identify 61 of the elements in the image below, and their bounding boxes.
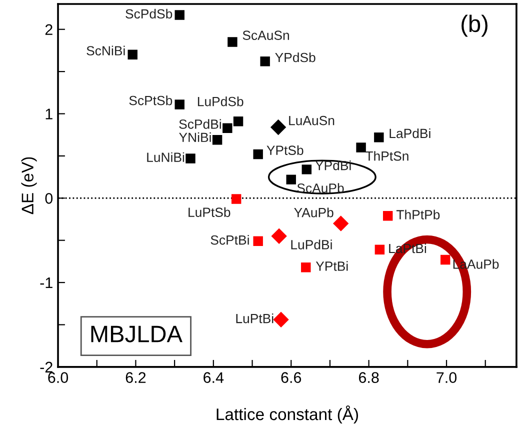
- point: [212, 135, 222, 145]
- point: [356, 142, 366, 152]
- point: [374, 132, 384, 142]
- annotation: ScNiBi: [86, 46, 125, 56]
- point: [374, 244, 385, 254]
- annotation: LuPdSb: [198, 96, 244, 106]
- annotation: ScPdBi: [179, 119, 221, 129]
- point: [382, 210, 393, 221]
- x-tick-label: 6.8: [358, 372, 379, 383]
- annotation: YPdSb: [275, 52, 316, 62]
- point: [272, 228, 287, 244]
- annotation: YAuPb: [294, 208, 334, 218]
- annotation: ScAuPb: [297, 183, 344, 193]
- annotation: MBJLDA: [91, 326, 182, 342]
- y-axis-title: ΔE (eV): [21, 157, 37, 214]
- x-tick-label: 6.6: [281, 372, 302, 383]
- point: [273, 312, 289, 328]
- y-tick-label: 2: [45, 24, 52, 35]
- y-tick-label: 0: [45, 193, 53, 204]
- point: [260, 56, 270, 66]
- point: [231, 194, 242, 204]
- x-tick-label: 6.2: [126, 372, 146, 383]
- annotation: ThPtPb: [396, 210, 440, 220]
- annotation: LuPdBi: [291, 240, 332, 250]
- point: [174, 10, 184, 20]
- x-axis-title: Lattice constant (Å): [216, 405, 358, 424]
- point: [302, 164, 312, 174]
- point: [440, 254, 450, 265]
- annotation: ScPdSb: [126, 8, 172, 19]
- y-tick-label: -1: [40, 278, 52, 288]
- annotation: ScPtBi: [210, 235, 249, 245]
- annotation: LuNiBi: [147, 152, 184, 162]
- x-tick-label: 6.4: [204, 372, 224, 383]
- annotation: ScAuSn: [242, 30, 289, 40]
- annotation: ThPtSn: [366, 151, 408, 161]
- point: [333, 216, 348, 232]
- annotation: YPdBi: [315, 160, 351, 170]
- point: [253, 236, 263, 246]
- point: [233, 116, 244, 126]
- point: [253, 149, 263, 160]
- y-tick-label: -2: [40, 362, 52, 372]
- x-tick-label: 6.0: [48, 372, 68, 383]
- point: [222, 123, 232, 133]
- annotation: YNiBi: [179, 132, 211, 142]
- point: [286, 174, 296, 184]
- point: [186, 154, 196, 164]
- y-tick-label: 1: [46, 108, 52, 120]
- point: [270, 120, 286, 135]
- annotation: LuPtBi: [236, 314, 274, 324]
- annotation: ScPtSb: [129, 96, 172, 106]
- point: [301, 262, 311, 272]
- annotation: LuAuSn: [289, 116, 334, 126]
- annotation: LuPtSb: [188, 207, 230, 217]
- annotation: YPtBi: [316, 261, 348, 271]
- annotation: YPtSb: [266, 145, 304, 156]
- x-tick-label: 7.0: [436, 372, 457, 383]
- annotation: (b): [462, 14, 488, 37]
- annotation: LaPdBi: [390, 128, 430, 138]
- point: [174, 100, 184, 110]
- point: [128, 50, 138, 60]
- point: [228, 37, 238, 47]
